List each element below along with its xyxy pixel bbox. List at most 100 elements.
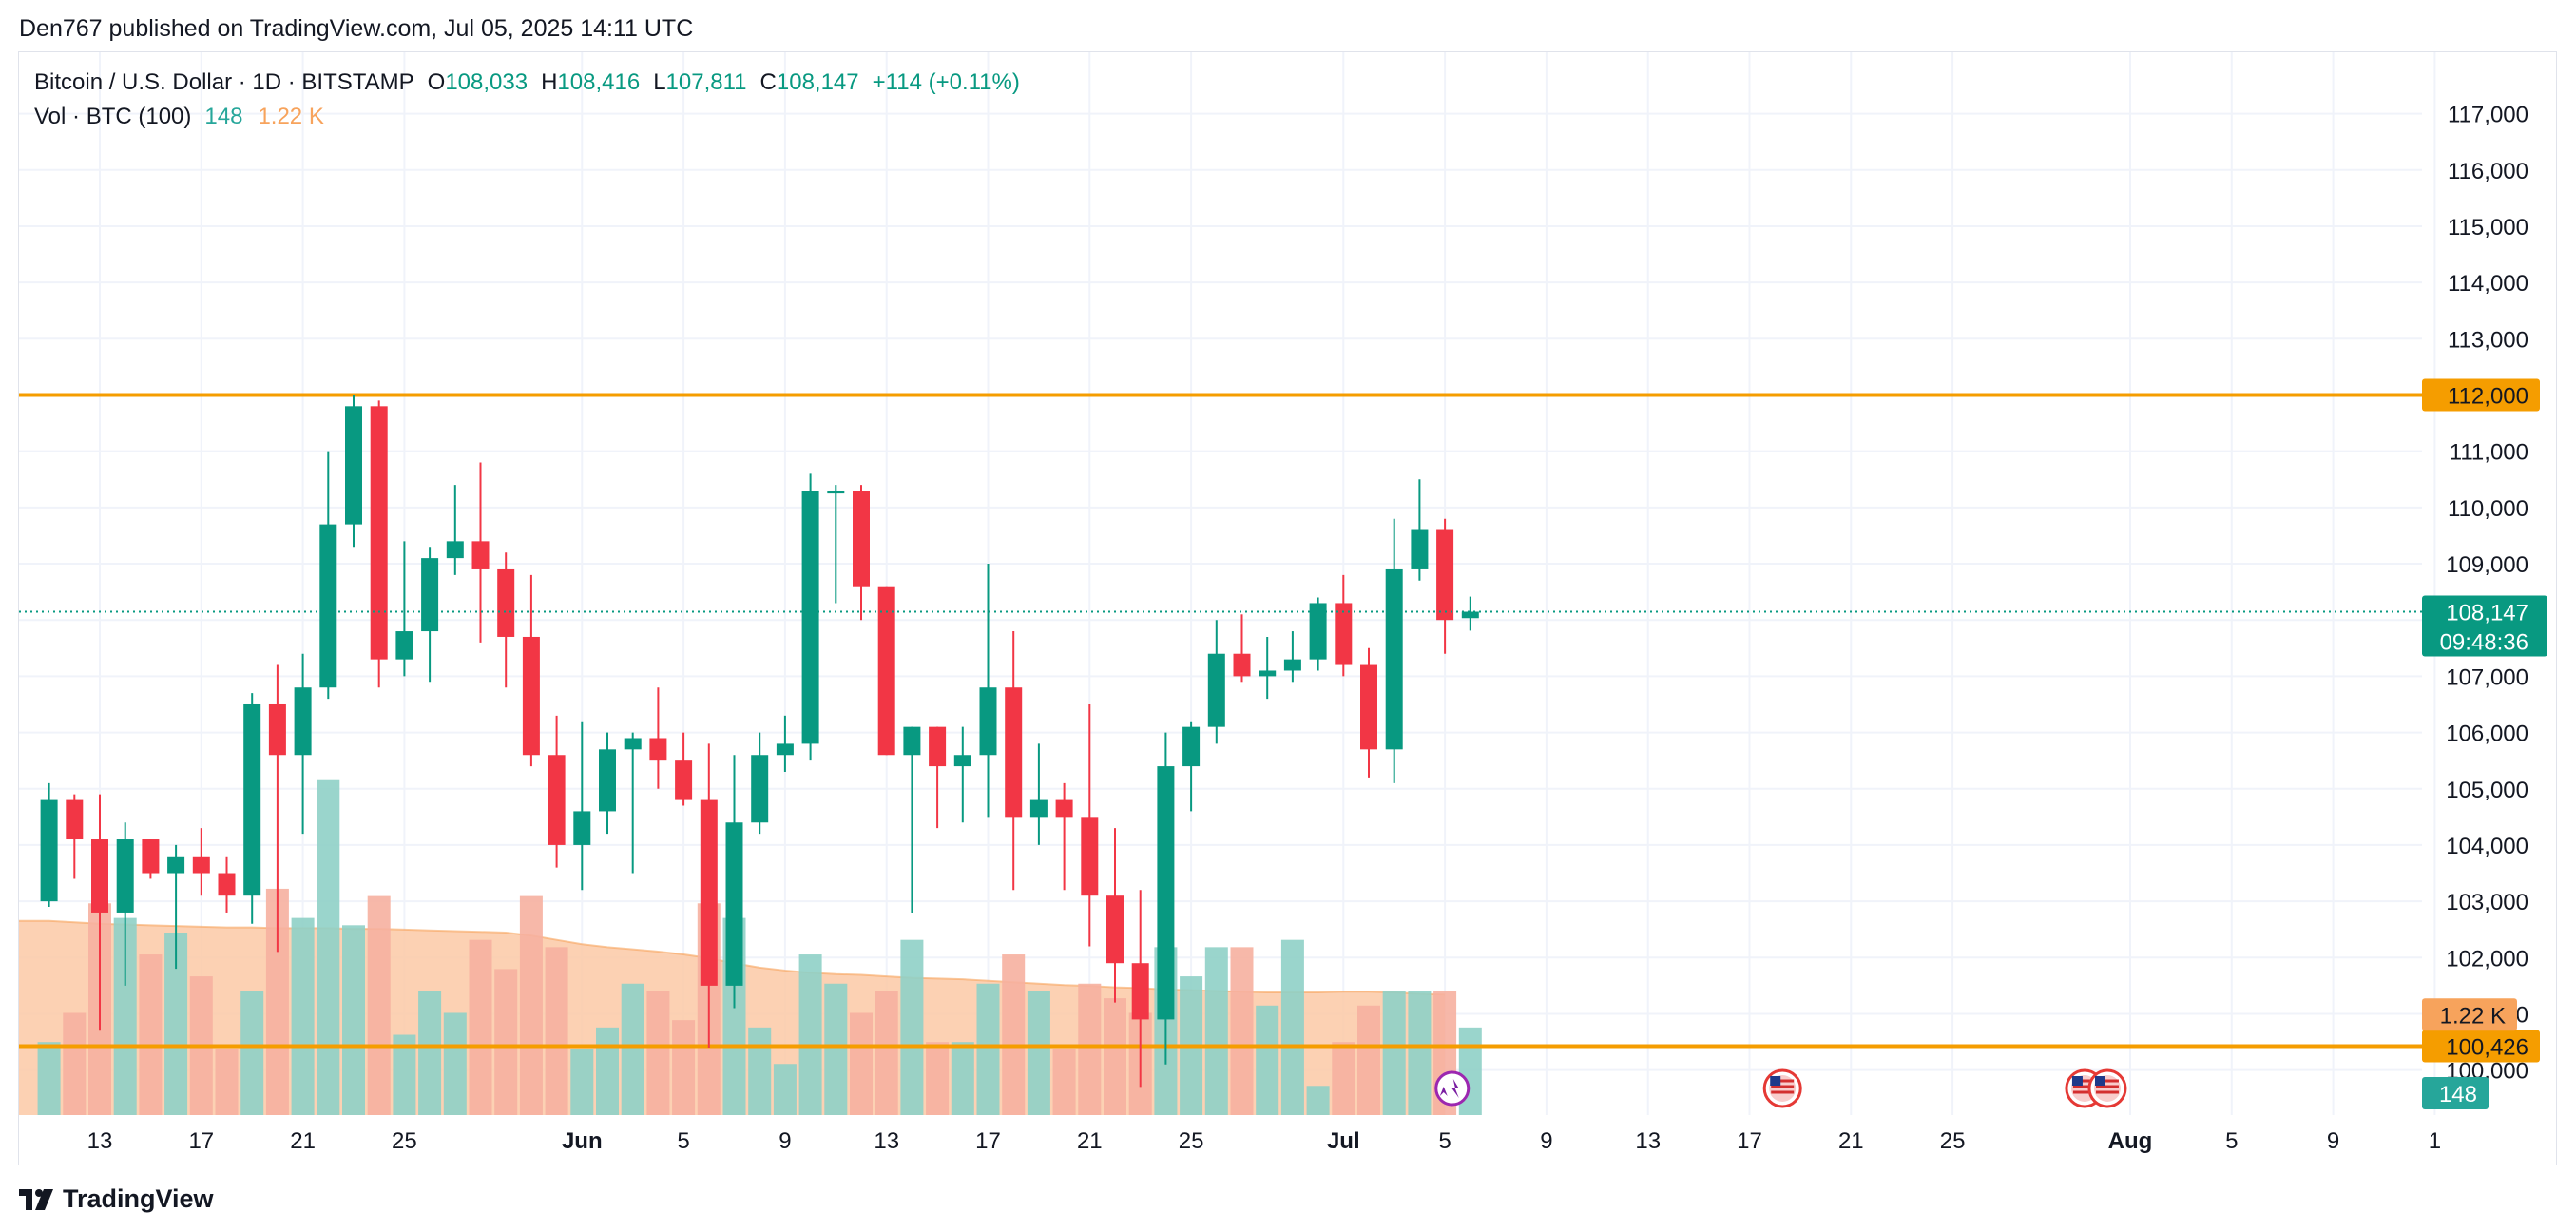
x-tick-label: 9 bbox=[779, 1128, 791, 1154]
volume-bar bbox=[139, 954, 163, 1115]
y-tick-label: 106,000 bbox=[2446, 722, 2528, 747]
volume-bar bbox=[1357, 1005, 1380, 1115]
candle-body bbox=[1461, 611, 1479, 619]
level-price-tag-label: 100,426 bbox=[2446, 1034, 2528, 1060]
candle-body bbox=[446, 541, 464, 559]
y-axis: 117,000 116,000 115,000 114,000 113,000 112,0… bbox=[2446, 103, 2528, 1085]
candle-body bbox=[1411, 529, 1429, 569]
candle-body bbox=[1335, 603, 1353, 665]
candle-body bbox=[294, 687, 312, 756]
volume-bar bbox=[773, 1064, 797, 1115]
volume-bar bbox=[494, 969, 518, 1115]
y-tick-label: 111,000 bbox=[2450, 440, 2528, 466]
x-tick-label: 9 bbox=[1540, 1128, 1552, 1154]
tradingview-brand[interactable]: TradingView bbox=[19, 1184, 214, 1214]
volume-bar bbox=[570, 1049, 594, 1115]
tradingview-brand-label: TradingView bbox=[63, 1184, 214, 1213]
legend-high: 108,416 bbox=[557, 69, 641, 95]
us-flag-canton-icon bbox=[2094, 1076, 2105, 1086]
candle-body bbox=[548, 755, 566, 845]
volume-bar bbox=[900, 939, 924, 1115]
x-tick-label: 9 bbox=[2327, 1128, 2339, 1154]
volume-bar bbox=[850, 1012, 873, 1115]
y-tick-label: 105,000 bbox=[2446, 778, 2528, 803]
x-tick-label: 25 bbox=[1179, 1128, 1204, 1154]
candle-body bbox=[116, 839, 134, 913]
candle-body bbox=[1283, 659, 1301, 671]
candle-body bbox=[142, 839, 160, 874]
volume-bar bbox=[317, 779, 340, 1115]
volume-ma-tag bbox=[2422, 998, 2517, 1031]
legend-close-label: C bbox=[759, 69, 777, 95]
countdown-tag-label: 09:48:36 bbox=[2440, 630, 2528, 656]
y-tick-label: 113,000 bbox=[2448, 327, 2528, 353]
volume-bar bbox=[519, 895, 543, 1115]
published-by: Den767 published on TradingView.com, Jul… bbox=[19, 15, 694, 42]
volume-bar bbox=[748, 1027, 772, 1115]
y-tick-label: 116,000 bbox=[2448, 159, 2528, 184]
candle-body bbox=[1081, 817, 1099, 896]
candle-body bbox=[903, 726, 921, 756]
candle-body bbox=[497, 568, 515, 637]
legend-close: 108,147 bbox=[776, 69, 859, 95]
candle-body bbox=[827, 491, 845, 494]
y-tick-label: 102,000 bbox=[2446, 946, 2528, 972]
candle-body bbox=[649, 738, 667, 761]
y-tick-label: 115,000 bbox=[2448, 215, 2528, 241]
volume-bar bbox=[1280, 939, 1304, 1115]
candle-body bbox=[1029, 799, 1048, 818]
chart-frame[interactable]: 117,000 116,000 115,000 114,000 113,000 112,0… bbox=[18, 51, 2557, 1165]
volume-bar bbox=[545, 947, 568, 1115]
candle-body bbox=[1233, 653, 1251, 677]
x-tick-label: 21 bbox=[290, 1128, 316, 1154]
us-flag-canton-icon bbox=[2071, 1076, 2083, 1086]
candle-body bbox=[751, 755, 769, 823]
volume-bar bbox=[926, 1042, 950, 1115]
volume-bar bbox=[215, 1049, 239, 1115]
volume-bar bbox=[672, 1020, 696, 1115]
candle-body bbox=[268, 703, 286, 756]
volume-ma-tag-label: 1.22 K bbox=[2440, 1003, 2506, 1029]
volume-bar bbox=[443, 1012, 467, 1115]
x-tick-label: Jul bbox=[1327, 1128, 1360, 1154]
candle-body bbox=[1005, 687, 1023, 818]
volume-bar bbox=[240, 991, 264, 1115]
legend-volume-ma: 1.22 K bbox=[258, 104, 324, 129]
candle-body bbox=[218, 873, 236, 896]
x-tick-label: 21 bbox=[1838, 1128, 1864, 1154]
x-tick-label: 13 bbox=[87, 1128, 113, 1154]
y-tick-label: 117,000 bbox=[2448, 103, 2528, 128]
volume-bar bbox=[63, 1012, 87, 1115]
legend-volume-title: Vol · BTC (100) bbox=[34, 104, 192, 129]
y-tick-label: 103,000 bbox=[2446, 890, 2528, 915]
volume-bar bbox=[1104, 998, 1126, 1115]
legend: Bitcoin / U.S. Dollar · 1D · BITSTAMP O10… bbox=[34, 66, 1020, 134]
legend-price-row: Bitcoin / U.S. Dollar · 1D · BITSTAMP O10… bbox=[34, 66, 1020, 100]
lightning-icon bbox=[1439, 1079, 1459, 1098]
candle-body bbox=[1182, 726, 1201, 767]
volume-bar bbox=[621, 983, 644, 1115]
candle-body bbox=[1131, 963, 1149, 1020]
candles bbox=[40, 395, 1479, 1088]
candle-body bbox=[66, 799, 84, 840]
volume-bar bbox=[393, 1034, 416, 1115]
candle-body bbox=[929, 726, 947, 767]
candle-body bbox=[1055, 799, 1073, 818]
x-tick-label: 5 bbox=[1438, 1128, 1451, 1154]
level-price-tag-label: 112,000 bbox=[2448, 383, 2528, 409]
candlestick-chart[interactable]: 117,000 116,000 115,000 114,000 113,000 112,0… bbox=[19, 52, 2558, 1166]
candle-body bbox=[853, 491, 870, 587]
candle-body bbox=[471, 541, 490, 569]
volume-bar bbox=[1306, 1086, 1330, 1115]
horizontal-levels bbox=[19, 393, 2422, 1049]
x-tick-label: 1 bbox=[2429, 1128, 2441, 1154]
volume-bar bbox=[1204, 947, 1228, 1115]
candle-body bbox=[1360, 664, 1377, 750]
candle-body bbox=[1157, 766, 1175, 1020]
volume-bar bbox=[824, 983, 848, 1115]
event-markers bbox=[1434, 1068, 2127, 1108]
volume-bar bbox=[951, 1042, 974, 1115]
candle-body bbox=[1106, 895, 1124, 964]
x-tick-label: 13 bbox=[874, 1128, 899, 1154]
candle-body bbox=[573, 811, 591, 845]
